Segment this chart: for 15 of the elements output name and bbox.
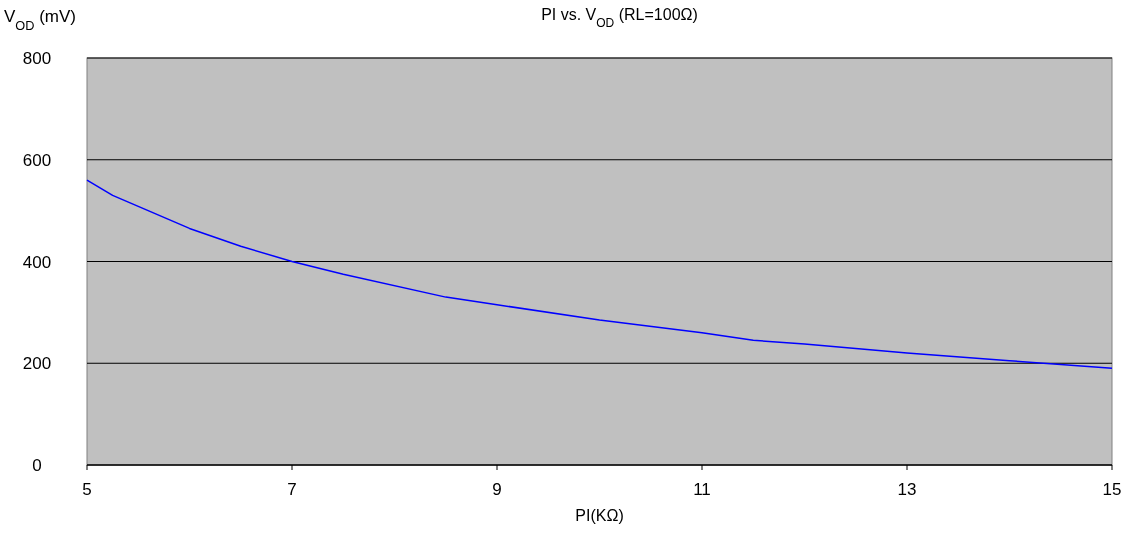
- y-tick-label: 400: [22, 252, 52, 272]
- x-tick-label: 13: [897, 480, 917, 499]
- x-tick-label: 15: [1102, 480, 1122, 499]
- y-tick-label: 200: [22, 354, 52, 374]
- x-axis-title: PI(KΩ): [575, 507, 624, 524]
- y-tick-label: 0: [32, 456, 42, 475]
- x-tick-label: 5: [82, 480, 92, 499]
- chart-title: PI vs. V$_{OD}$ (RL=100Ω): [541, 6, 698, 30]
- y-axis-title: V$_{OD}$ (mV): [4, 7, 77, 33]
- y-tick-label: 800: [22, 49, 52, 68]
- y-tick-label: 600: [22, 150, 52, 170]
- x-tick-label: 11: [693, 480, 711, 499]
- x-tick-label: 9: [492, 480, 502, 499]
- x-tick-label: 7: [287, 480, 297, 499]
- line-series: [86, 179, 1113, 370]
